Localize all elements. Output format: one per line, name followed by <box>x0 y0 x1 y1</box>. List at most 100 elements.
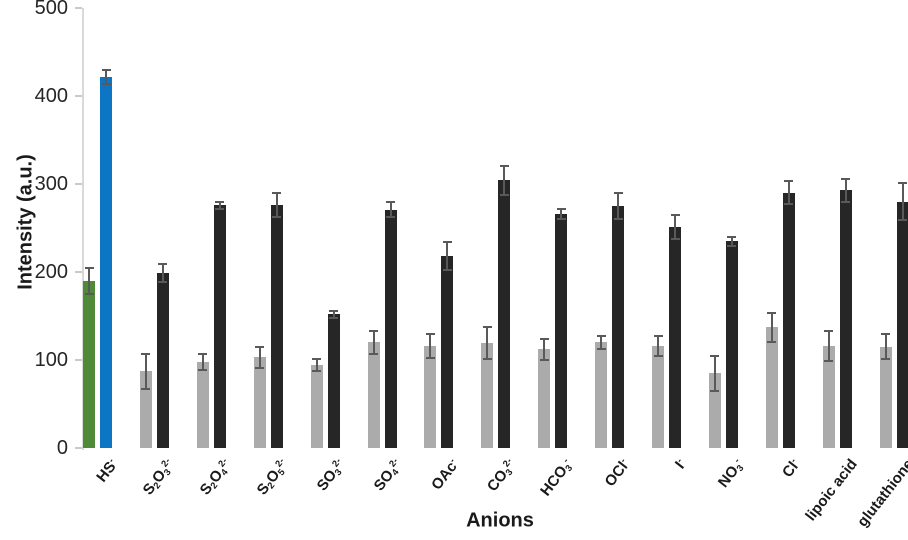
error-bar-cap <box>727 235 737 238</box>
error-bar-cap <box>215 207 225 210</box>
y-axis-tick-label: 500 <box>34 0 68 19</box>
error-bar <box>560 208 563 220</box>
bar <box>213 205 226 448</box>
x-category-label: OAc- <box>428 456 461 494</box>
error-bar <box>674 214 676 240</box>
error-bar-cap <box>784 180 794 183</box>
x-axis-title: Anions <box>466 509 534 532</box>
error-bar <box>713 355 716 391</box>
x-category-label: S2O32- <box>139 456 174 499</box>
error-bar-cap <box>442 269 452 272</box>
error-bar-cap <box>841 177 851 180</box>
bar <box>879 346 892 448</box>
y-axis-tick <box>75 95 82 97</box>
error-bar-cap <box>386 200 395 203</box>
error-bar <box>258 346 261 368</box>
bar <box>253 357 266 448</box>
error-bar-cap <box>272 191 282 194</box>
error-bar <box>486 327 489 360</box>
bar <box>896 201 908 448</box>
y-axis-tick <box>75 271 82 273</box>
error-bar <box>884 334 887 360</box>
error-bar <box>901 183 904 221</box>
bar <box>782 192 795 448</box>
error-bar <box>389 201 392 218</box>
x-category-label: Cl- <box>779 456 802 481</box>
error-bar-cap <box>499 165 509 168</box>
error-bar-cap <box>255 345 265 348</box>
error-bar <box>315 359 318 372</box>
bar <box>424 345 437 448</box>
bar <box>83 280 95 448</box>
x-category-label: OCl- <box>601 456 632 491</box>
bar <box>839 190 852 448</box>
bar <box>139 371 152 448</box>
bar <box>384 209 397 448</box>
error-bar-cap <box>596 335 606 338</box>
bar <box>555 213 568 448</box>
error-bar <box>844 178 847 202</box>
error-bar <box>446 242 449 271</box>
error-bar-cap <box>767 340 777 343</box>
bar <box>822 345 835 448</box>
error-bar-cap <box>539 359 549 361</box>
bar <box>765 327 778 448</box>
error-bar-cap <box>329 309 339 312</box>
bar <box>156 272 169 448</box>
error-bar-cap <box>272 216 282 219</box>
error-bar <box>144 353 147 390</box>
bar <box>612 206 625 448</box>
y-axis-tick-label: 400 <box>34 85 68 107</box>
bar <box>310 365 323 448</box>
error-bar-cap <box>312 370 322 373</box>
error-bar-cap <box>556 207 566 210</box>
y-axis-tick <box>75 447 82 449</box>
error-bar <box>657 336 659 356</box>
error-bar-cap <box>710 354 720 357</box>
error-bar-cap <box>255 366 265 369</box>
error-bar-cap <box>556 218 566 221</box>
bar <box>498 180 511 448</box>
error-bar-cap <box>329 316 339 319</box>
error-bar-cap <box>613 191 623 194</box>
error-bar-cap <box>670 238 680 241</box>
error-bar-cap <box>425 357 435 360</box>
error-bar-cap <box>710 389 720 392</box>
error-bar-cap <box>784 203 794 206</box>
error-bar <box>332 310 335 318</box>
y-axis-tick-label: 300 <box>34 173 68 195</box>
error-bar <box>503 166 506 195</box>
error-bar-cap <box>596 347 606 350</box>
error-bar-cap <box>101 68 111 71</box>
error-bar-cap <box>198 352 208 355</box>
x-category-label: SO32- <box>313 456 344 495</box>
error-bar-cap <box>386 216 395 219</box>
error-bar-cap <box>141 352 151 355</box>
x-category-label: SO42- <box>370 456 401 495</box>
error-bar-cap <box>84 266 94 269</box>
bar <box>367 342 380 448</box>
y-axis-tick-label: 200 <box>34 261 68 283</box>
y-axis-tick <box>75 183 82 185</box>
error-bar-cap <box>767 312 777 315</box>
y-axis-tick-label: 100 <box>34 349 68 371</box>
bar <box>270 205 283 448</box>
error-bar-cap <box>653 335 663 338</box>
y-axis-tick <box>75 7 82 9</box>
error-bar-cap <box>101 82 111 85</box>
error-bar <box>787 181 790 205</box>
error-bar-cap <box>425 332 435 335</box>
error-bar <box>105 69 107 84</box>
bar <box>538 349 551 448</box>
bar <box>327 314 340 448</box>
error-bar-cap <box>841 200 851 203</box>
error-bar-cap <box>881 358 891 361</box>
error-bar-cap <box>727 244 737 247</box>
error-bar <box>770 313 773 342</box>
error-bar <box>161 264 164 282</box>
error-bar <box>600 336 603 349</box>
x-category-label: lipoic acid <box>802 456 861 525</box>
error-bar <box>201 353 204 370</box>
y-axis-tick <box>75 359 82 361</box>
